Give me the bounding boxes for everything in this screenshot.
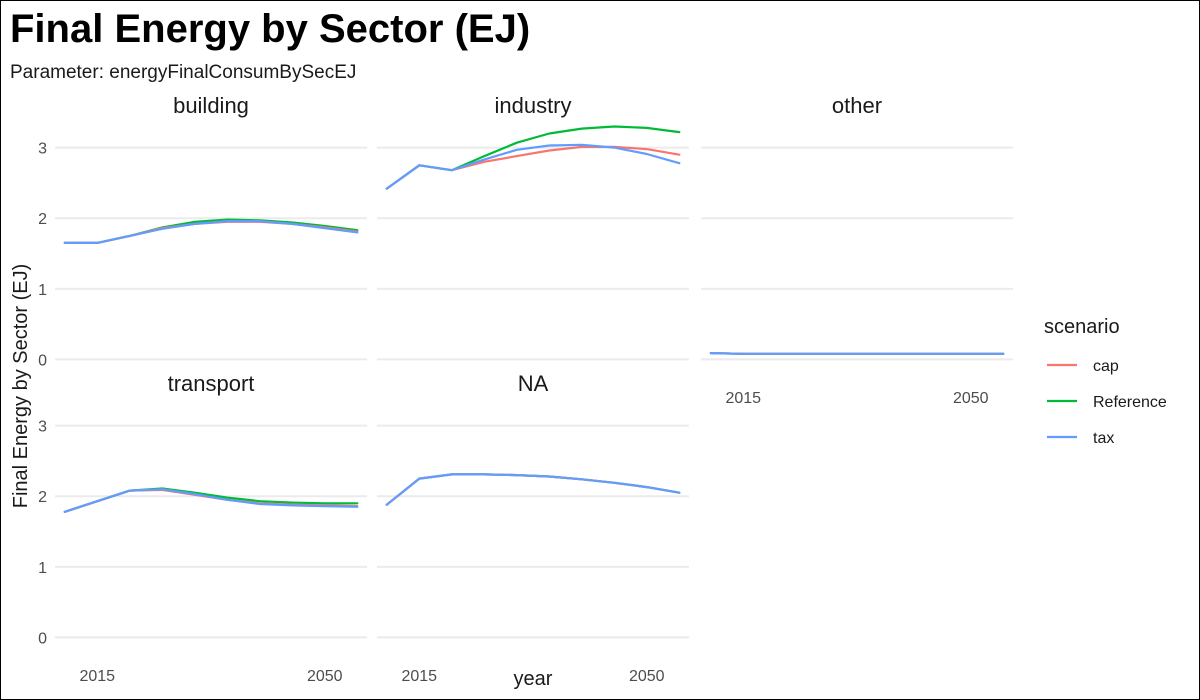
y-axis-title: Final Energy by Sector (EJ) xyxy=(10,264,32,509)
facet-panel-building: building 0 1 2 3 xyxy=(38,93,367,369)
chart-title: Final Energy by Sector (EJ) xyxy=(10,7,530,51)
legend: scenario cap Reference tax xyxy=(1044,316,1167,447)
series-line-tax xyxy=(63,488,359,513)
series-line-tax xyxy=(709,352,1005,355)
series-line-cap xyxy=(385,473,681,506)
x-axis-title: year xyxy=(514,668,553,690)
y-tick-label: 1 xyxy=(38,560,47,577)
facet-strip-label: industry xyxy=(494,93,571,118)
series-line-reference xyxy=(385,473,681,506)
chart-subtitle: Parameter: energyFinalConsumBySecEJ xyxy=(10,62,356,83)
x-tick-label: 2050 xyxy=(629,668,665,685)
series-line-reference xyxy=(385,125,681,190)
y-tick-label: 0 xyxy=(38,630,47,647)
series-line-cap xyxy=(63,488,359,513)
y-tick-label: 3 xyxy=(38,141,47,158)
x-tick-label: 2015 xyxy=(79,668,115,685)
facet-strip-label: building xyxy=(173,93,249,118)
facet-panel-other: other 2015 2050 xyxy=(701,93,1013,407)
y-tick-label: 2 xyxy=(38,211,47,228)
facet-strip-label: other xyxy=(832,93,882,118)
legend-label-reference: Reference xyxy=(1093,394,1167,411)
facet-panel-industry: industry xyxy=(377,93,689,361)
x-tick-label: 2050 xyxy=(307,668,343,685)
series-line-tax xyxy=(63,220,359,244)
y-tick-label: 3 xyxy=(38,419,47,436)
x-tick-label: 2015 xyxy=(725,390,761,407)
legend-title: scenario xyxy=(1044,316,1120,338)
y-tick-label: 2 xyxy=(38,489,47,506)
series-line-tax xyxy=(385,473,681,506)
series-line-reference xyxy=(63,487,359,513)
legend-label-tax: tax xyxy=(1093,430,1114,447)
y-tick-label: 1 xyxy=(38,282,47,299)
x-tick-label: 2015 xyxy=(401,668,437,685)
x-tick-label: 2050 xyxy=(953,390,989,407)
series-line-tax xyxy=(385,143,681,190)
facet-panel-NA: NA 2015 2050 xyxy=(377,371,689,685)
y-tick-label: 0 xyxy=(38,352,47,369)
facet-panel-transport: transport 0 1 2 3 2015 2050 xyxy=(38,371,367,685)
facet-strip-label: NA xyxy=(518,371,549,396)
facet-strip-label: transport xyxy=(168,371,255,396)
legend-label-cap: cap xyxy=(1093,358,1119,375)
